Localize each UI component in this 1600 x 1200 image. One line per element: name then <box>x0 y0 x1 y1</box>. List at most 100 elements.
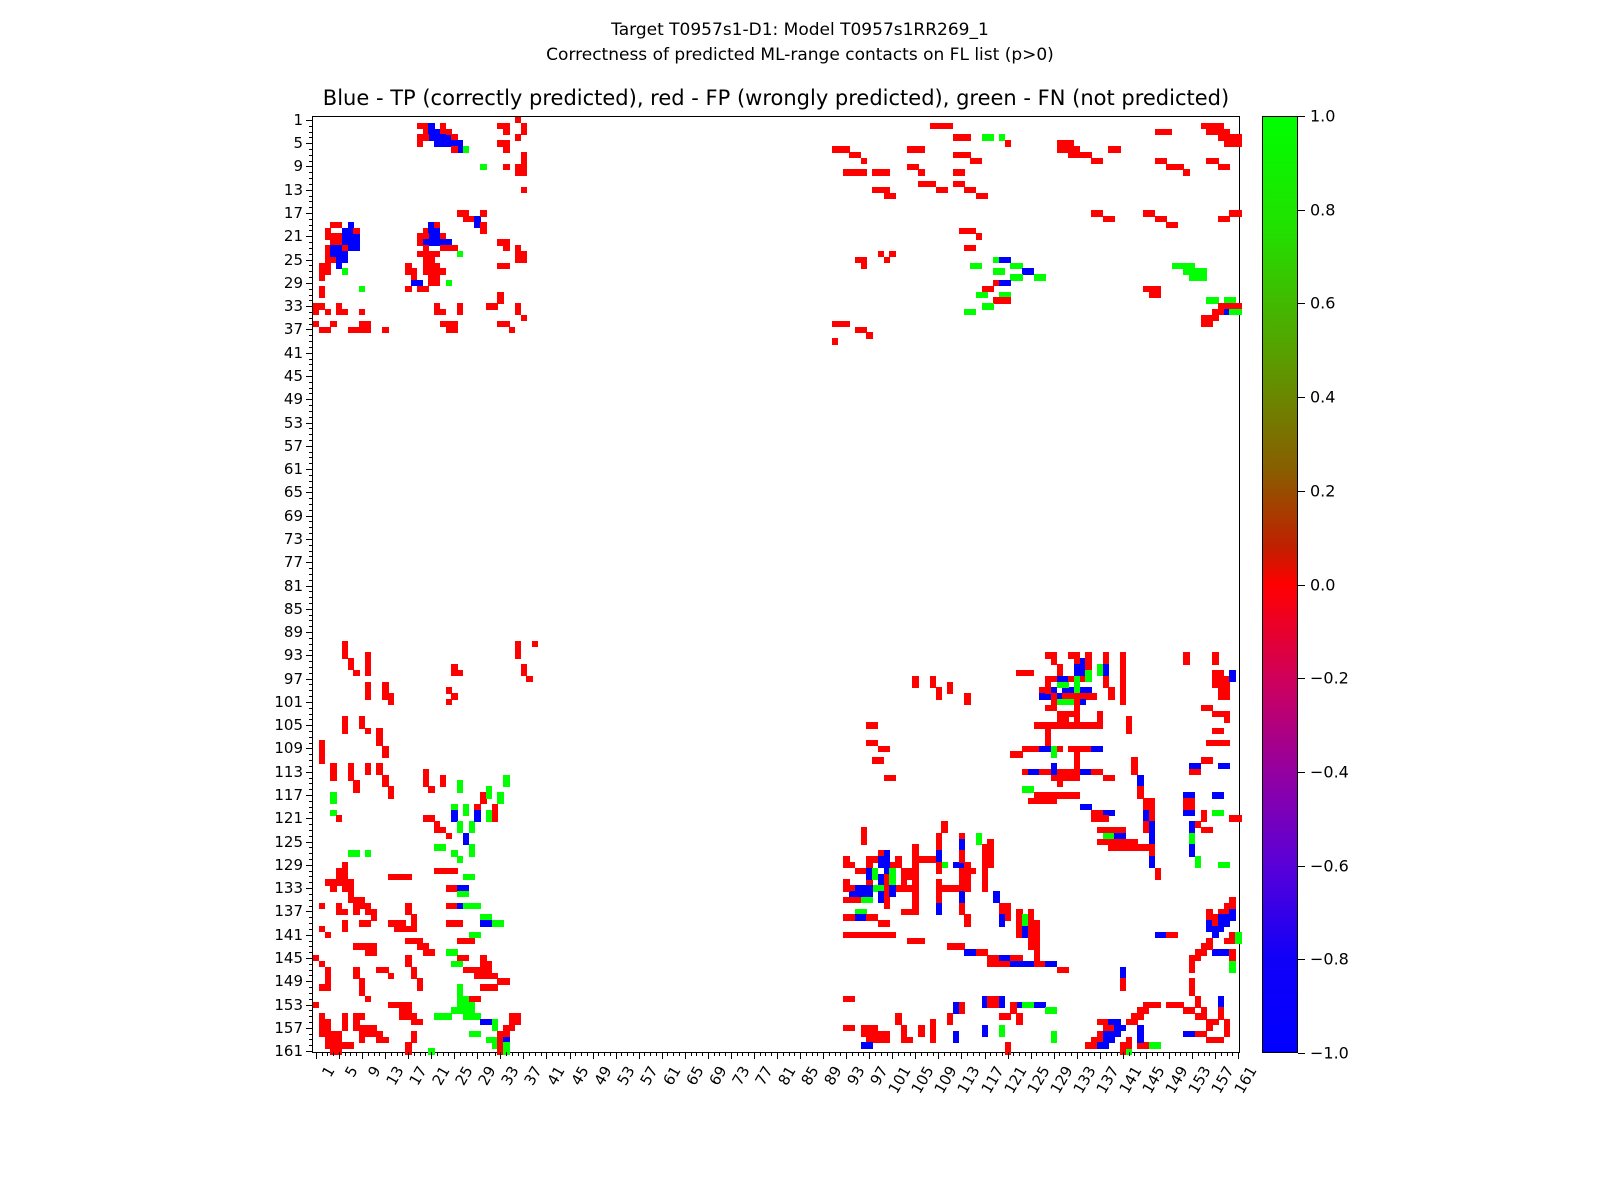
contact-cell-fp <box>382 780 389 787</box>
contact-cell-tp <box>958 838 965 846</box>
contact-cell-fp <box>324 250 331 258</box>
contact-cell-fp <box>1068 710 1075 718</box>
contact-cell-fp <box>468 215 475 223</box>
contact-cell-fn <box>491 1019 499 1026</box>
contact-cell-fp <box>970 227 977 234</box>
contact-cell-fp <box>359 978 366 985</box>
contact-cell-fp <box>935 186 942 194</box>
contact-cell-fp <box>918 856 925 863</box>
contact-cell-fp <box>958 1007 965 1014</box>
y-tick <box>306 422 313 424</box>
contact-cell-fp <box>330 239 337 246</box>
contact-cell-fp <box>866 1024 873 1032</box>
contact-cell-fp <box>912 896 919 904</box>
contact-cell-fp <box>1212 1019 1219 1026</box>
contact-cell-fp <box>941 821 948 828</box>
contact-cell-fp <box>503 1024 510 1032</box>
contact-cell-fp <box>958 1001 965 1009</box>
contact-cell-fp <box>1189 955 1196 962</box>
contact-cell-fp <box>387 698 395 706</box>
contact-cell-fp <box>929 1036 937 1043</box>
x-tick <box>1117 1052 1119 1056</box>
contact-cell-tp <box>347 233 354 240</box>
y-tick-label: 61 <box>283 460 303 479</box>
contact-cell-fp <box>1050 652 1058 659</box>
x-tick <box>604 1052 606 1056</box>
x-tick <box>448 1052 450 1056</box>
contact-cell-fp <box>387 972 395 979</box>
contact-cell-fp <box>923 181 931 188</box>
x-tick <box>972 1052 974 1056</box>
contact-cell-fp <box>1131 768 1138 776</box>
contact-cell-fp <box>1091 809 1098 816</box>
contact-cell-tp <box>1217 914 1225 921</box>
contact-cell-fp <box>1045 704 1052 712</box>
y-tick <box>306 515 313 517</box>
y-tick <box>309 661 313 663</box>
contact-cell-fp <box>1229 931 1236 939</box>
contact-cell-fp <box>912 681 919 688</box>
contact-cell-tp <box>1108 809 1115 816</box>
contact-cell-fp <box>318 1013 326 1020</box>
contact-cell-fn <box>1010 274 1017 281</box>
x-tick-label: 85 <box>797 1063 823 1089</box>
contact-cell-fn <box>1235 931 1242 939</box>
contact-cell-fp <box>849 914 856 921</box>
contact-cell-fp <box>1217 1007 1225 1014</box>
x-tick <box>379 1052 381 1056</box>
y-tick <box>306 655 313 657</box>
contact-cell-fp <box>485 303 493 310</box>
contact-cell-fn <box>1235 937 1242 944</box>
contact-cell-fp <box>336 873 343 880</box>
y-tick <box>306 445 313 447</box>
x-tick <box>385 1052 387 1059</box>
x-tick <box>488 1052 490 1056</box>
contact-cell-fp <box>451 902 458 910</box>
contact-cell-fn <box>462 809 470 816</box>
contact-cell-fp <box>1200 1030 1207 1038</box>
y-tick-label: 97 <box>283 669 303 688</box>
contact-cell-fp <box>1194 995 1202 1003</box>
contact-cell-fp <box>1217 681 1225 688</box>
contact-cell-fp <box>439 780 447 787</box>
x-tick <box>800 1052 802 1059</box>
contact-map-plot-area[interactable]: 1 5 9 13 17 21 25 29 33 37 41 45 49 53 57 61 65 69 73 77 81 8… <box>274 111 1260 1097</box>
contact-cell-fp <box>462 210 470 217</box>
contact-cell-fn <box>468 1007 475 1014</box>
contact-cell-fp <box>480 792 487 799</box>
contact-cell-fp <box>1010 1007 1017 1014</box>
contact-cell-fp <box>439 774 447 782</box>
contact-cell-fp <box>1131 844 1138 851</box>
contact-cell-fp <box>514 163 522 170</box>
contact-cell-tp <box>330 250 337 258</box>
x-tick <box>1134 1052 1136 1056</box>
y-tick <box>306 469 313 471</box>
contact-cell-fp <box>434 309 441 316</box>
contact-cell-tp <box>474 221 481 229</box>
x-tick <box>938 1052 940 1059</box>
contact-cell-tp <box>1021 925 1029 933</box>
contact-cell-fp <box>1056 140 1063 147</box>
contact-cell-fp <box>849 931 856 939</box>
contact-cell-fn <box>428 1048 435 1055</box>
contact-cell-fp <box>405 1048 412 1055</box>
y-tick <box>309 288 313 290</box>
contact-cell-fp <box>1010 1001 1017 1009</box>
contact-cell-tp <box>1189 763 1196 770</box>
contact-cell-fp <box>382 745 389 752</box>
contact-cell-fn <box>468 1001 475 1009</box>
contact-cell-fp <box>330 320 337 328</box>
x-tick <box>1099 1052 1101 1059</box>
x-tick <box>627 1052 629 1056</box>
contact-cell-tp <box>462 838 470 846</box>
y-tick <box>309 597 313 599</box>
contact-cell-fp <box>964 134 971 141</box>
contact-cell-fp <box>399 1001 406 1009</box>
contact-cell-fn <box>1125 1048 1133 1055</box>
contact-cell-fp <box>445 920 452 927</box>
contact-cell-fn <box>970 309 977 316</box>
x-tick <box>736 1052 738 1056</box>
contact-cell-fp <box>1223 128 1231 136</box>
x-tick <box>1215 1052 1217 1059</box>
colorbar-tick-label: −0.8 <box>1310 949 1349 969</box>
